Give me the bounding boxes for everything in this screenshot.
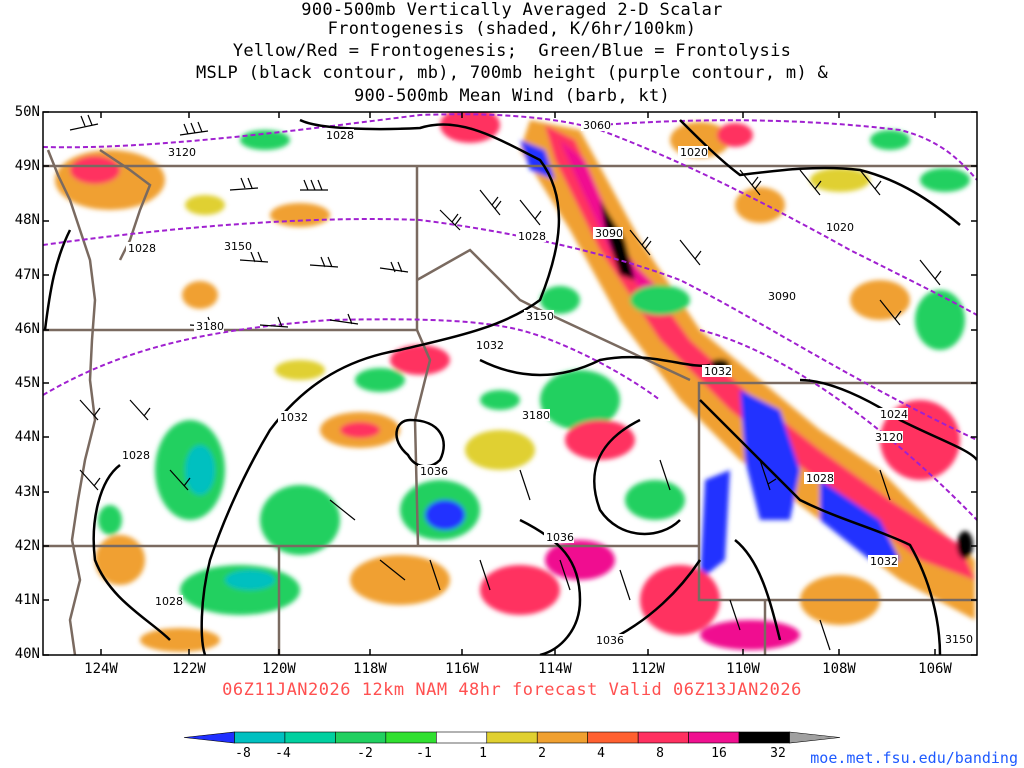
title-line-3: Yellow/Red = Frontogenesis; Green/Blue =… (232, 41, 792, 61)
axis-ticks (43, 111, 977, 656)
colorbar-label: 16 (711, 746, 727, 761)
mslp-label-1032-c: 1032 (280, 411, 308, 424)
height-label-3060: 3060 (583, 119, 611, 132)
colorbar-swatch (587, 731, 639, 744)
title-line-2: Frontogenesis (shaded, K/6hr/100km) (327, 19, 697, 39)
lat-label-41n: 41N (14, 592, 40, 608)
lat-label-49n: 49N (14, 158, 40, 174)
lat-label-44n: 44N (14, 429, 40, 445)
mslp-label-1028-d: 1028 (122, 449, 150, 462)
lat-label-46n: 46N (14, 321, 40, 337)
height-label-3120-b: 3120 (875, 431, 903, 444)
mslp-label-1028-b: 1028 (128, 242, 156, 255)
colorbar-swatch (536, 731, 588, 744)
colorbar-label: 2 (538, 746, 546, 761)
title-line-4: MSLP (black contour, mb), 700mb height (… (195, 63, 829, 83)
colorbar-swatch (284, 731, 336, 744)
lon-label-118w: 118W (353, 661, 387, 677)
contour-labels: 1028 1020 1020 1028 1028 1032 1032 1032 … (120, 119, 973, 647)
colorbar-swatch (637, 731, 689, 744)
colorbar-label: 1 (479, 746, 487, 761)
lat-label-42n: 42N (14, 538, 40, 554)
mslp-label-1036-a: 1036 (420, 465, 448, 478)
colorbar-label: 32 (770, 746, 786, 761)
colorbar-label: 4 (597, 746, 605, 761)
height-label-3150-b: 3150 (526, 310, 554, 323)
lon-label-124w: 124W (84, 661, 118, 677)
height-label-3090-b: 3090 (768, 290, 796, 303)
lon-label-106w: 106W (918, 661, 952, 677)
forecast-subtitle: 06Z11JAN2026 12km NAM 48hr forecast Vali… (222, 680, 802, 700)
lat-label-40n: 40N (14, 646, 40, 662)
mslp-label-1028-e: 1028 (806, 472, 834, 485)
lat-label-45n: 45N (14, 375, 40, 391)
mslp-label-1036-b: 1036 (546, 531, 574, 544)
height-label-3150-c: 3150 (945, 633, 973, 646)
height-label-3120-a: 3120 (168, 146, 196, 159)
colorbar-label: -1 (416, 746, 432, 761)
colorbar-label: -8 (235, 746, 251, 761)
height-label-3180-a: 3180 (196, 320, 224, 333)
lon-label-116w: 116W (445, 661, 479, 677)
height-label-3090-a: 3090 (595, 227, 623, 240)
colorbar-swatch (385, 731, 437, 744)
colorbar (183, 731, 841, 744)
colorbar-swatch (738, 731, 790, 744)
state-borders (43, 164, 977, 655)
lon-label-108w: 108W (822, 661, 856, 677)
lat-label-48n: 48N (14, 212, 40, 228)
mslp-label-1032-b: 1032 (704, 365, 732, 378)
mslp-label-1028-c: 1028 (518, 230, 546, 243)
colorbar-swatch (183, 731, 235, 744)
colorbar-swatch (486, 731, 538, 744)
mslp-contours (43, 118, 977, 655)
lat-label-47n: 47N (14, 267, 40, 283)
lon-label-114w: 114W (538, 661, 572, 677)
mslp-label-1028-f: 1028 (155, 595, 183, 608)
mslp-label-1024-a: 1024 (880, 408, 908, 421)
mslp-label-1036-c: 1036 (596, 634, 624, 647)
lon-label-110w: 110W (726, 661, 760, 677)
mslp-label-1020-a: 1020 (680, 146, 708, 159)
lon-label-120w: 120W (262, 661, 296, 677)
title-line-1: 900-500mb Vertically Averaged 2-D Scalar (301, 0, 723, 20)
mslp-label-1032-a: 1032 (476, 339, 504, 352)
lon-label-112w: 112W (631, 661, 665, 677)
colorbar-swatch (688, 731, 740, 744)
colorbar-label: -2 (357, 746, 373, 761)
height-label-3180-b: 3180 (522, 409, 550, 422)
lat-label-43n: 43N (14, 484, 40, 500)
mslp-label-1028-a: 1028 (326, 129, 354, 142)
frontogenesis-shading (55, 112, 975, 652)
colorbar-swatch (234, 731, 286, 744)
source-url[interactable]: moe.met.fsu.edu/banding (810, 749, 1018, 767)
colorbar-label: -4 (275, 746, 291, 761)
colorbar-swatch (789, 731, 841, 744)
mslp-label-1020-b: 1020 (826, 221, 854, 234)
height-label-3150-a: 3150 (224, 240, 252, 253)
colorbar-swatch (335, 731, 387, 744)
title-line-5: 900-500mb Mean Wind (barb, kt) (353, 86, 671, 106)
colorbar-swatch (436, 731, 488, 744)
lat-label-50n: 50N (14, 104, 40, 120)
lon-label-122w: 122W (172, 661, 206, 677)
mslp-label-1032-d: 1032 (870, 555, 898, 568)
colorbar-label: 8 (656, 746, 664, 761)
